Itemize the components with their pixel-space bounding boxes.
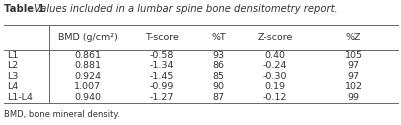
Text: Z-score: Z-score bbox=[257, 33, 292, 42]
Text: T-score: T-score bbox=[144, 33, 178, 42]
Text: L2: L2 bbox=[7, 61, 18, 70]
Text: BMD, bone mineral density.: BMD, bone mineral density. bbox=[4, 110, 119, 119]
Text: -0.58: -0.58 bbox=[149, 51, 173, 60]
Text: L1: L1 bbox=[7, 51, 18, 60]
Text: 0.940: 0.940 bbox=[74, 93, 101, 102]
Text: 0.881: 0.881 bbox=[74, 61, 101, 70]
Text: 99: 99 bbox=[347, 93, 359, 102]
Text: -1.34: -1.34 bbox=[149, 61, 173, 70]
Text: -0.30: -0.30 bbox=[262, 72, 286, 81]
Text: -0.99: -0.99 bbox=[149, 82, 173, 91]
Text: Table 1: Table 1 bbox=[4, 4, 45, 14]
Text: 97: 97 bbox=[347, 61, 359, 70]
Text: 86: 86 bbox=[212, 61, 224, 70]
Text: 90: 90 bbox=[212, 82, 224, 91]
Text: BMD (g/cm²): BMD (g/cm²) bbox=[58, 33, 117, 42]
Text: L4: L4 bbox=[7, 82, 18, 91]
Text: -1.27: -1.27 bbox=[149, 93, 173, 102]
Text: 0.19: 0.19 bbox=[264, 82, 285, 91]
Text: 1.007: 1.007 bbox=[74, 82, 101, 91]
Text: 87: 87 bbox=[212, 93, 224, 102]
Text: 0.40: 0.40 bbox=[264, 51, 285, 60]
Text: -0.24: -0.24 bbox=[262, 61, 286, 70]
Text: 97: 97 bbox=[347, 72, 359, 81]
Text: 85: 85 bbox=[212, 72, 224, 81]
Text: 0.924: 0.924 bbox=[74, 72, 101, 81]
Text: 0.861: 0.861 bbox=[74, 51, 101, 60]
Text: -1.45: -1.45 bbox=[149, 72, 173, 81]
Text: 102: 102 bbox=[344, 82, 362, 91]
Text: 105: 105 bbox=[344, 51, 362, 60]
Text: %Z: %Z bbox=[345, 33, 360, 42]
Text: L3: L3 bbox=[7, 72, 18, 81]
Text: Values included in a lumbar spine bone densitometry report.: Values included in a lumbar spine bone d… bbox=[34, 4, 337, 14]
Text: -0.12: -0.12 bbox=[262, 93, 286, 102]
Text: %T: %T bbox=[211, 33, 225, 42]
Text: L1-L4: L1-L4 bbox=[7, 93, 33, 102]
Text: 93: 93 bbox=[212, 51, 224, 60]
